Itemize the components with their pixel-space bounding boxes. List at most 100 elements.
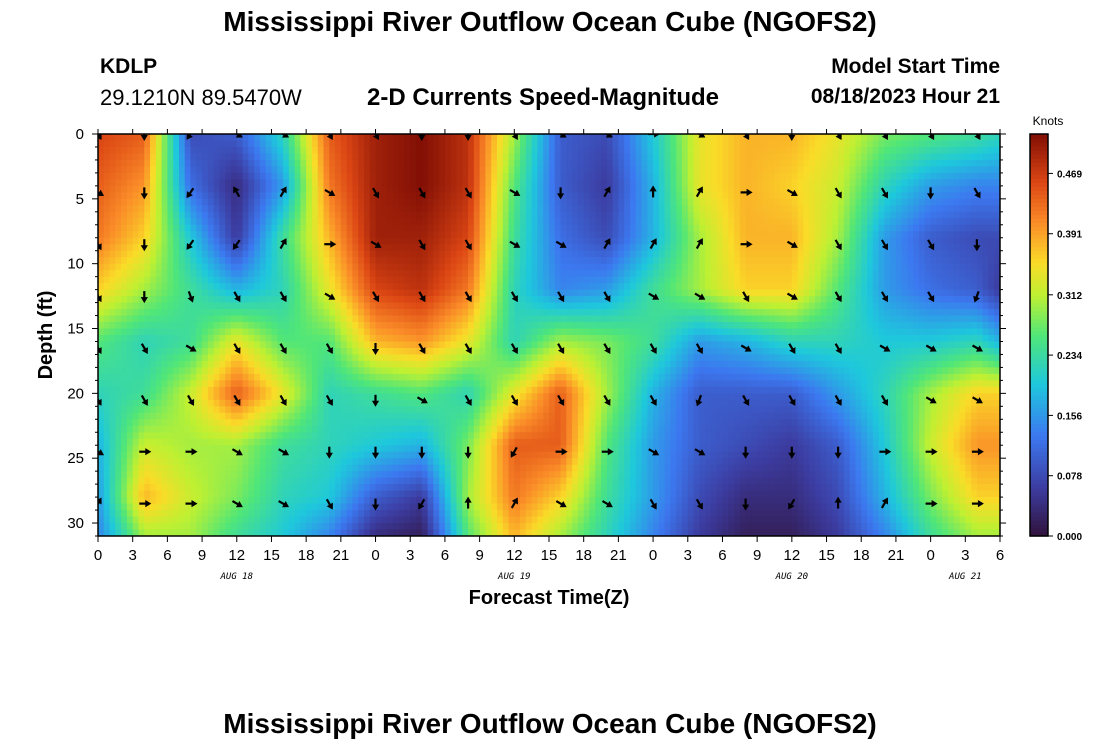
heatmap-cell [687, 270, 695, 278]
heatmap-cell [416, 276, 423, 284]
heatmap-cell [306, 296, 313, 304]
heatmap-cell [814, 192, 822, 200]
heatmap-cell [271, 205, 278, 213]
heatmap-cell [508, 283, 515, 291]
heatmap-cell [473, 198, 481, 206]
heatmap-cell [976, 231, 984, 239]
heatmap-cell [421, 179, 429, 187]
heatmap-cell [624, 211, 631, 219]
heatmap-cell [473, 328, 481, 336]
heatmap-cell [959, 218, 966, 226]
heatmap-cell [155, 257, 163, 265]
heatmap-cell [867, 257, 874, 265]
heatmap-cell [416, 250, 423, 258]
heatmap-cell [537, 263, 544, 271]
heatmap-cell [381, 205, 388, 213]
heatmap-cell [988, 263, 995, 271]
heatmap-cell [317, 211, 325, 219]
heatmap-cell [676, 335, 683, 343]
heatmap-cell [236, 283, 244, 291]
heatmap-cell [306, 159, 313, 168]
heatmap-cell [225, 153, 232, 161]
heatmap-cell [722, 211, 729, 219]
heatmap-cell [618, 263, 625, 271]
heatmap-cell [109, 211, 116, 219]
heatmap-cell [439, 231, 446, 239]
heatmap-cell [757, 283, 764, 291]
heatmap-cell [716, 302, 724, 310]
heatmap-cell [560, 198, 567, 206]
heatmap-cell [387, 289, 394, 297]
heatmap-cell [259, 153, 267, 161]
heatmap-cell [930, 283, 937, 291]
heatmap-cell [872, 205, 880, 213]
heatmap-cell [433, 328, 440, 336]
heatmap-cell [976, 335, 984, 343]
heatmap-cell [716, 257, 724, 265]
heatmap-cell [363, 302, 371, 310]
heatmap-cell [653, 315, 660, 323]
heatmap-cell [335, 153, 342, 161]
heatmap-cell [363, 296, 371, 304]
heatmap-cell [508, 237, 515, 245]
heatmap-cell [173, 166, 180, 174]
heatmap-cell [664, 153, 672, 161]
heatmap-cell [988, 302, 995, 310]
heatmap-cell [895, 224, 903, 232]
heatmap-cell [595, 166, 602, 174]
heatmap-cell [126, 192, 134, 200]
heatmap-cell [196, 270, 203, 278]
heatmap-cell [207, 185, 215, 193]
heatmap-cell [913, 153, 920, 161]
heatmap-cell [693, 179, 700, 187]
heatmap-cell [248, 134, 255, 142]
heatmap-cell [508, 134, 515, 142]
heatmap-cell [155, 185, 163, 193]
heatmap-cell [178, 322, 186, 330]
heatmap-cell [855, 237, 862, 245]
heatmap-cell [207, 322, 215, 330]
heatmap-cell [230, 283, 238, 291]
heatmap-cell [849, 237, 857, 245]
heatmap-cell [780, 159, 787, 168]
heatmap-cell [335, 172, 342, 180]
heatmap-cell [890, 166, 897, 174]
heatmap-cell [433, 159, 440, 168]
heatmap-cell [739, 218, 747, 226]
heatmap-cell [375, 159, 382, 168]
heatmap-cell [294, 159, 301, 168]
heatmap-cell [832, 198, 839, 206]
heatmap-cell [126, 211, 134, 219]
heatmap-cell [681, 218, 689, 226]
heatmap-cell [843, 328, 851, 336]
heatmap-cell [259, 218, 267, 226]
heatmap-cell [358, 315, 365, 323]
heatmap-cell [236, 302, 244, 310]
heatmap-cell [762, 250, 770, 258]
heatmap-cell [311, 302, 319, 310]
heatmap-cell [589, 322, 596, 330]
heatmap-cell [207, 328, 215, 336]
heatmap-cell [456, 263, 463, 271]
heatmap-cell [496, 296, 504, 304]
heatmap-cell [982, 237, 990, 245]
heatmap-cell [612, 218, 619, 226]
heatmap-cell [994, 231, 1000, 239]
heatmap-cell [427, 172, 434, 180]
heatmap-cell [225, 283, 232, 291]
heatmap-cell [352, 276, 359, 284]
heatmap-cell [184, 179, 192, 187]
heatmap-cell [132, 283, 140, 291]
heatmap-cell [612, 296, 619, 304]
heatmap-cell [369, 315, 377, 323]
heatmap-cell [595, 322, 602, 330]
heatmap-cell [444, 166, 452, 174]
heatmap-cell [942, 179, 949, 187]
heatmap-cell [693, 270, 700, 278]
heatmap-cell [444, 309, 452, 317]
heatmap-cell [496, 257, 504, 265]
heatmap-cell [612, 140, 619, 148]
heatmap-cell [936, 198, 943, 206]
heatmap-cell [676, 328, 683, 336]
heatmap-cell [352, 146, 359, 155]
